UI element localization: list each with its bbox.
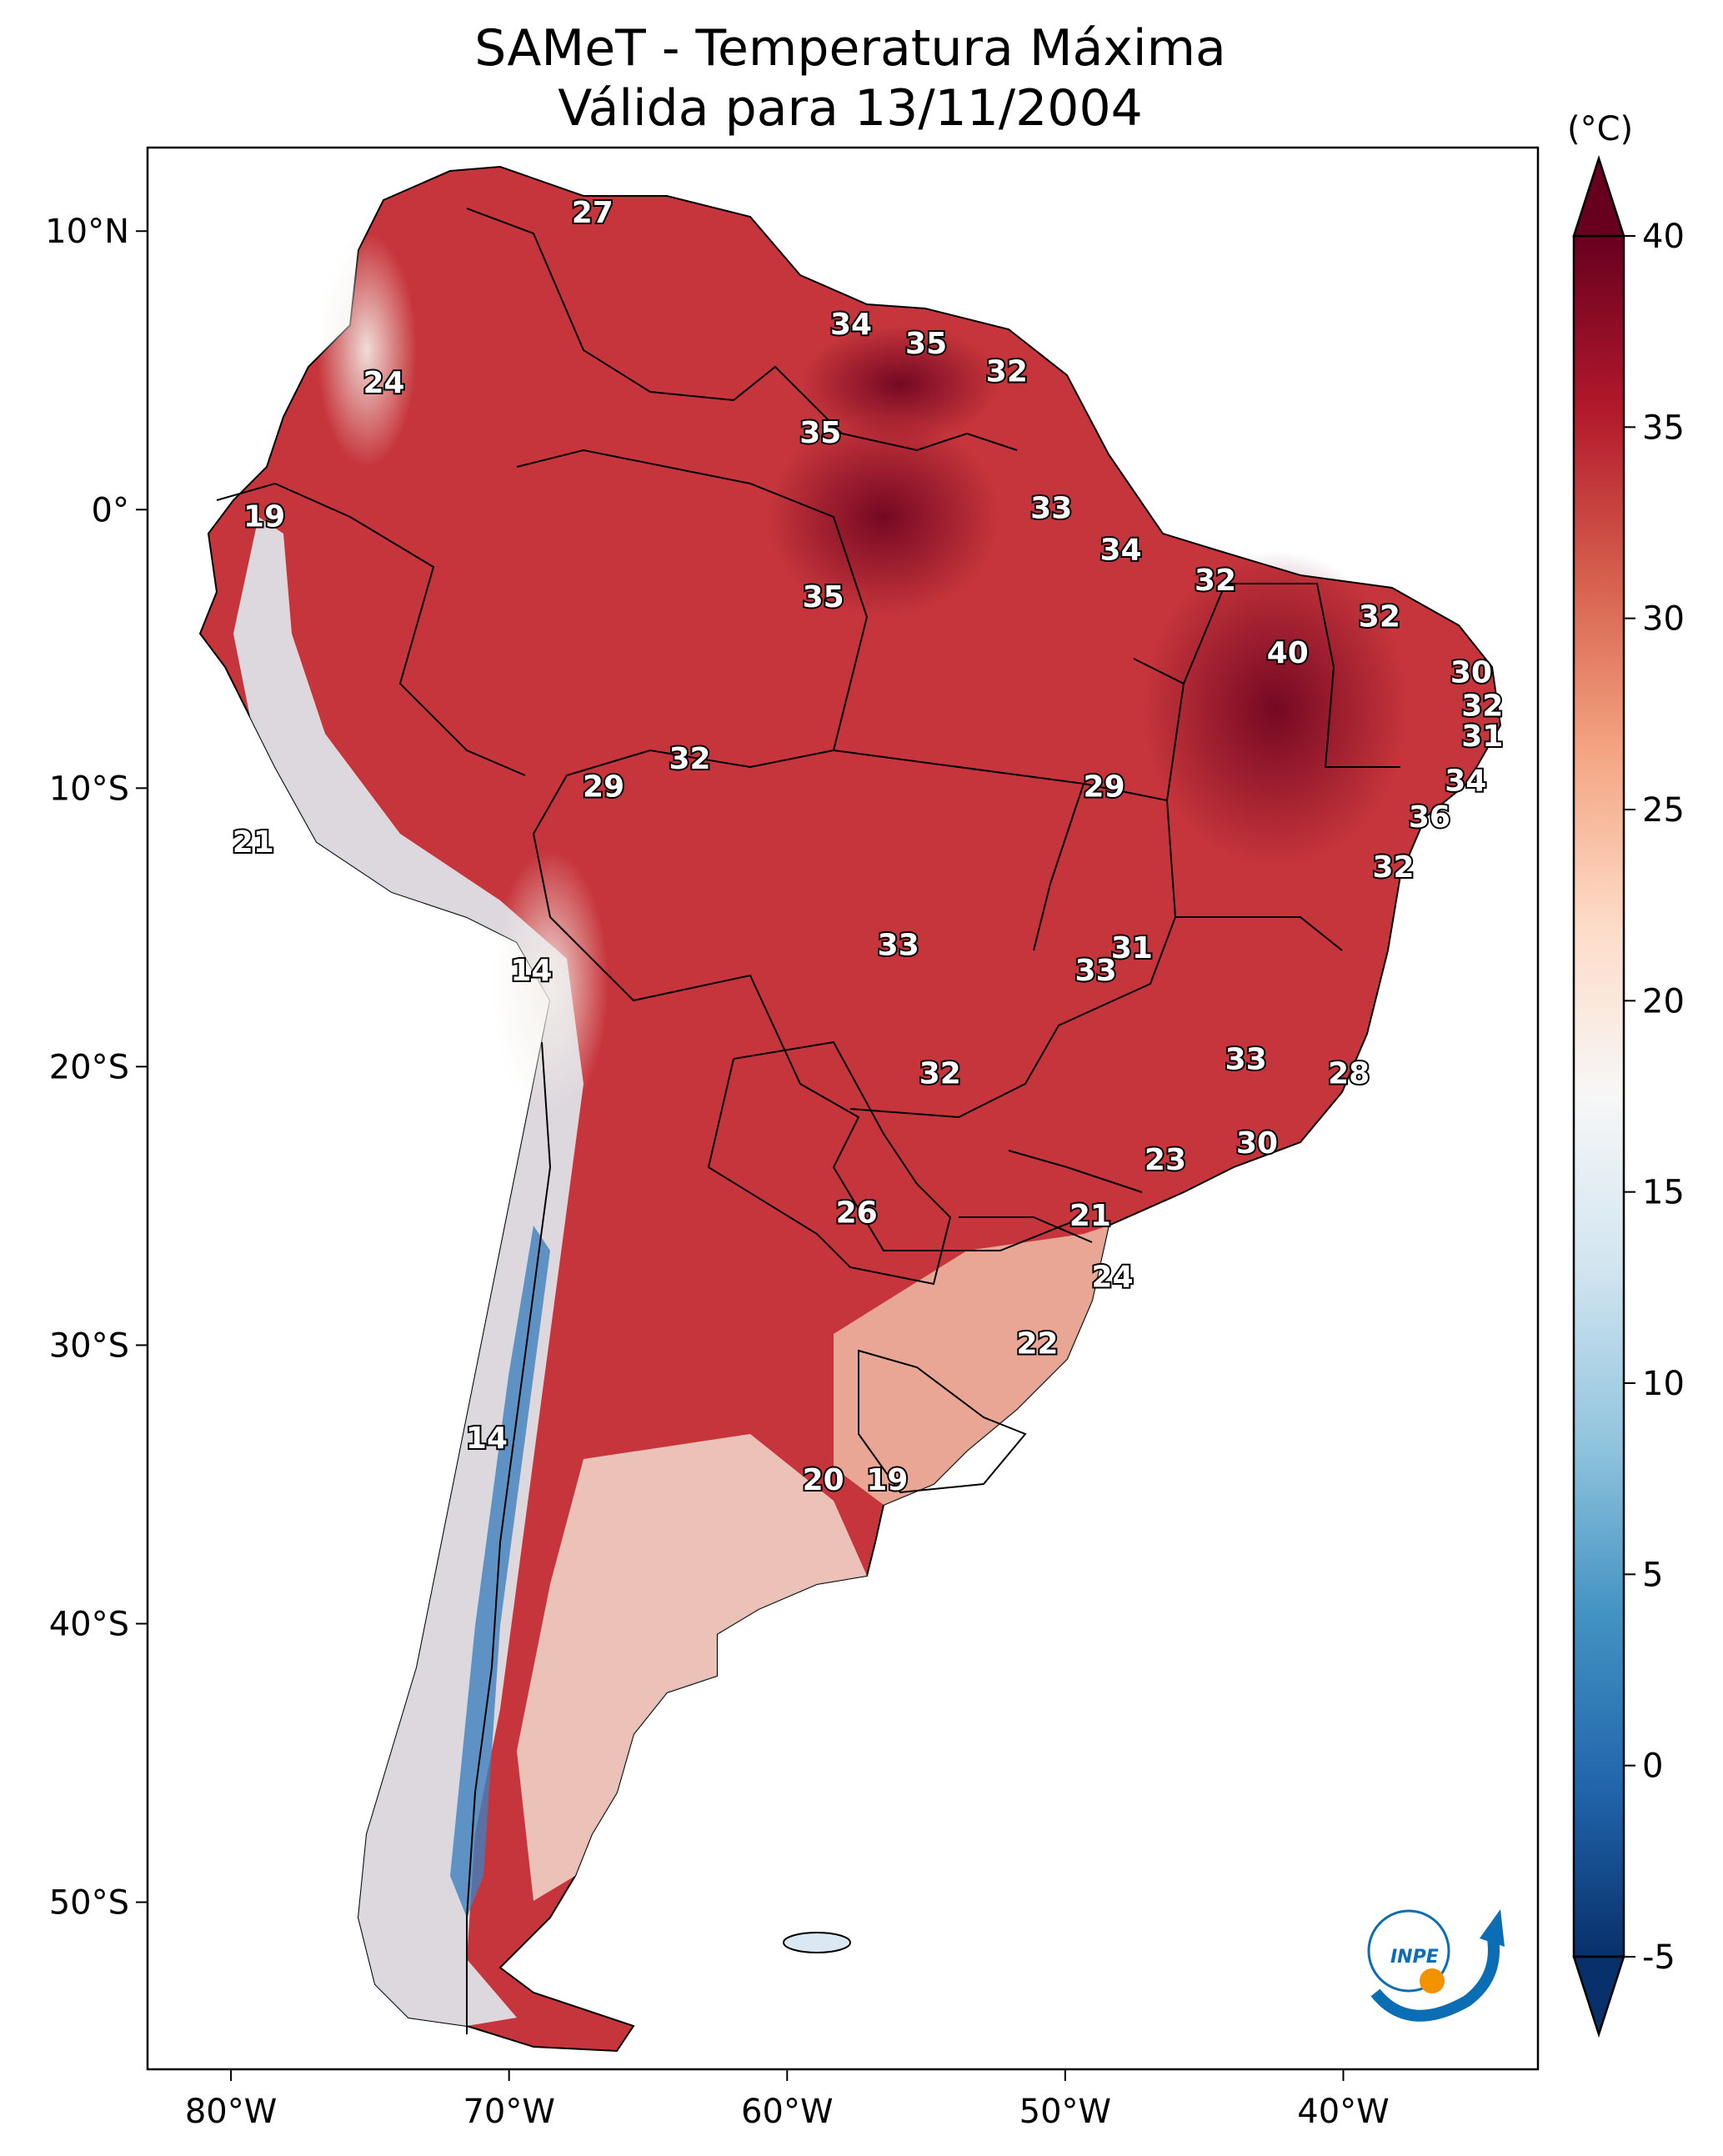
border-colombia-ecuador-peru <box>216 482 526 776</box>
map-title-line-1: SAMeT - Temperatura Máxima <box>474 19 1226 78</box>
border-venezuela-guyana <box>466 208 1018 452</box>
temperature-value-label: 31 <box>1111 931 1153 965</box>
colorbar-bottom-extension <box>1572 1955 1625 2038</box>
temperature-value-label: 32 <box>1372 850 1414 885</box>
temperature-value-label: 36 <box>1409 800 1450 835</box>
border-bolivia-paraguay <box>707 1040 952 1286</box>
colorbar-tick-label: 10 <box>1642 1365 1685 1403</box>
lat-tick-label: 50°S <box>49 1884 129 1923</box>
lat-tick-label: 20°S <box>49 1048 129 1086</box>
temperature-value-label: 35 <box>905 327 947 361</box>
temperature-value-label: 32 <box>1461 689 1503 723</box>
temperature-value-label: 33 <box>1030 491 1072 525</box>
temperature-value-label: 14 <box>510 954 552 988</box>
lat-tick-label: 0° <box>92 491 129 529</box>
lon-tick-label: 80°W <box>185 2093 277 2131</box>
temperature-value-label: 34 <box>1445 765 1486 799</box>
temperature-value-label: 29 <box>1084 770 1125 804</box>
temperature-value-label: 19 <box>243 499 285 534</box>
temperature-value-label: 32 <box>919 1056 961 1091</box>
colorbar-tick-label: -5 <box>1642 1938 1675 1977</box>
temperature-value-label: 33 <box>878 929 919 963</box>
border-argentina-chile <box>466 1041 552 2034</box>
colorbar-ticks: 40 35 30 25 20 15 10 5 0 -5 <box>1624 218 1685 1977</box>
temperature-value-label: 27 <box>572 196 614 230</box>
temperature-value-label: 33 <box>1225 1043 1267 1077</box>
temperature-value-label: 40 <box>1267 636 1309 670</box>
lon-tick-label: 70°W <box>463 2093 554 2131</box>
border-brazil-states <box>833 583 1400 1243</box>
temperature-value-label: 22 <box>1016 1326 1058 1361</box>
temperature-value-label: 32 <box>986 355 1028 389</box>
temperature-value-label: 30 <box>1236 1126 1278 1161</box>
south-brazil-mild-area <box>834 1226 1109 1505</box>
colombia-highland-cool <box>317 233 417 467</box>
falkland-islands <box>783 1932 851 1953</box>
colorbar-tick-label: 20 <box>1642 982 1685 1020</box>
temperature-value-label: 32 <box>669 742 710 776</box>
border-argentina-uruguay <box>858 1349 1027 1494</box>
temperature-value-label: 34 <box>1100 533 1142 567</box>
colorbar-body <box>1572 234 1625 1958</box>
bolivia-altiplano-cool <box>492 850 609 1117</box>
logo-orbit <box>1367 1909 1450 1993</box>
colorbar-tick-label: 25 <box>1642 791 1685 830</box>
lon-tick-label: 40°W <box>1297 2093 1389 2131</box>
colorbar-unit: (°C) <box>1567 110 1633 148</box>
temperature-value-label: 35 <box>799 416 841 450</box>
temperature-value-label: 32 <box>1359 600 1400 634</box>
temperature-value-label: 28 <box>1328 1056 1370 1091</box>
colorbar-tick-label: 35 <box>1642 409 1685 447</box>
inpe-logo: INPE <box>1367 1909 1505 2022</box>
temperature-value-label: 26 <box>836 1196 878 1230</box>
colorbar-tick-label: 0 <box>1642 1747 1663 1786</box>
border-brazil-west <box>516 449 1084 1251</box>
logo-text: INPE <box>1390 1947 1439 1968</box>
lon-tick-label: 50°W <box>1019 2093 1111 2131</box>
temperature-value-label: 29 <box>583 770 624 804</box>
logo-arrowhead <box>1480 1909 1505 1947</box>
latitude-axis: 10°N 0° 10°S 20°S 30°S 40°S 50°S <box>45 213 148 1923</box>
colorbar-tick-label: 5 <box>1642 1556 1663 1594</box>
temperature-value-label: 31 <box>1461 720 1503 754</box>
temperature-value-label: 30 <box>1450 655 1492 689</box>
temperature-value-label: 19 <box>866 1463 908 1497</box>
temperature-value-label: 24 <box>1092 1260 1134 1294</box>
northeast-hotspot <box>1142 550 1409 867</box>
logo-dot <box>1420 1968 1445 1993</box>
patagonia-cool-area <box>517 1434 867 1901</box>
colorbar-top-extension <box>1572 154 1625 238</box>
temperature-value-label: 33 <box>1075 954 1117 988</box>
logo-swoosh <box>1370 1933 1500 2022</box>
colorbar: (°C) 40 35 30 25 20 15 10 5 0 -5 <box>1567 110 1685 2038</box>
map-area <box>198 165 1502 2053</box>
longitude-axis: 80°W 70°W 60°W 50°W 40°W <box>185 2069 1390 2131</box>
temperature-value-label: 35 <box>803 580 844 614</box>
temperature-value-label: 23 <box>1144 1143 1186 1177</box>
lat-tick-label: 10°N <box>45 213 129 251</box>
andes-cold-core <box>450 1226 550 1918</box>
guiana-hotspot <box>800 325 1000 442</box>
temperature-value-label: 14 <box>466 1421 508 1456</box>
lon-tick-label: 60°W <box>741 2093 833 2131</box>
temperature-value-label: 32 <box>1195 564 1236 598</box>
temperature-value-label: 24 <box>363 366 405 400</box>
colorbar-tick-label: 15 <box>1642 1174 1685 1212</box>
temperature-value-label: 34 <box>830 308 872 342</box>
colorbar-tick-label: 30 <box>1642 600 1685 639</box>
temperature-value-label: 20 <box>803 1463 844 1497</box>
amazon-hotspot <box>767 417 1000 617</box>
map-frame <box>146 146 1540 2071</box>
lat-tick-label: 10°S <box>49 770 129 808</box>
lat-tick-label: 30°S <box>49 1326 129 1365</box>
temperature-value-label: 21 <box>233 825 274 860</box>
lat-tick-label: 40°S <box>49 1606 129 1644</box>
country-borders <box>216 208 1400 2034</box>
colorbar-tick-label: 40 <box>1642 218 1685 256</box>
temperature-value-label: 21 <box>1069 1199 1111 1233</box>
map-title-line-2: Válida para 13/11/2004 <box>558 79 1143 138</box>
